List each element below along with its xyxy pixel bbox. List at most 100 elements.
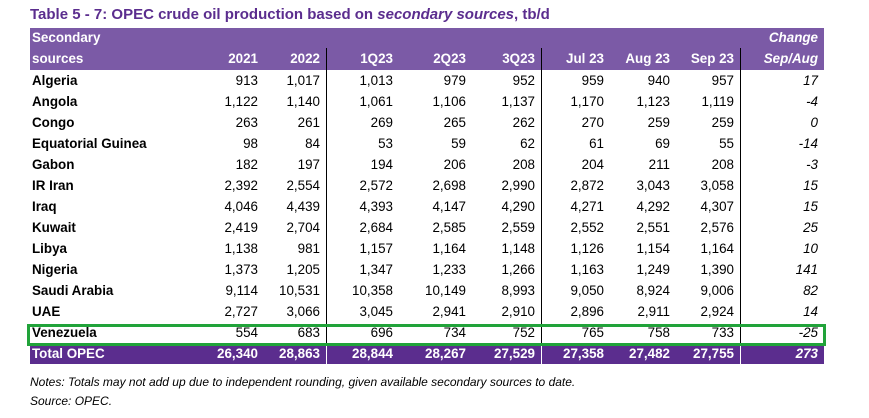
production-value: 55 [676,133,741,154]
source-text: Source: OPEC. [30,394,113,408]
change-value: 15 [803,178,818,193]
header-change-line2: Sep/Aug [763,51,818,66]
header-row-2: sources 2021 2022 1Q23 2Q23 3Q23 Jul 23 … [30,48,824,70]
production-value: 981 [264,238,327,259]
production-value: 696 [370,325,393,340]
total-row: Total OPEC 26,340 28,863 28,844 28,267 2… [30,343,824,364]
total-value: 28,844 [352,346,393,361]
production-value: 1,123 [636,94,670,109]
change-value: -14 [798,136,818,151]
table-row: Kuwait 2,419 2,704 2,684 2,585 2,559 2,552 2,55… [30,217,824,238]
total-value: 27,358 [563,346,604,361]
production-value: 53 [378,136,393,151]
table-row: Equatorial Guinea 98 84 53 59 62 61 69 55 -14 [30,133,824,154]
production-value: 2,941 [432,304,466,319]
header-period: Sep 23 [676,48,741,70]
production-value: 2,896 [570,304,604,319]
production-value: 1,013 [359,73,393,88]
production-value: 1,249 [636,262,670,277]
production-value: 2,585 [432,220,466,235]
production-value: 554 [235,325,258,340]
production-value: 2,910 [472,301,542,322]
venezuela-highlight-box [27,324,826,346]
production-value: 752 [472,322,542,343]
title-suffix: , tb/d [514,6,550,23]
production-value: 194 [370,157,393,172]
change-value: -25 [798,325,818,340]
production-value: 2,704 [264,217,327,238]
production-value: 1,106 [432,94,466,109]
production-value: 4,290 [472,196,542,217]
production-value: 10,149 [425,283,466,298]
table-row: Gabon 182 197 194 206 208 204 211 208 -3 [30,154,824,175]
production-value: 2,392 [224,178,258,193]
country-name: Iraq [32,199,57,214]
production-value: 259 [647,115,670,130]
header-period: 2022 [264,48,327,70]
production-value: 206 [443,157,466,172]
production-value: 9,050 [570,283,604,298]
production-value: 2,698 [432,178,466,193]
header-sources-line2: sources [32,51,84,66]
production-value: 2,727 [224,304,258,319]
production-value: 683 [264,322,327,343]
table-row: Congo 263 261 269 265 262 270 259 259 0 [30,112,824,133]
production-value: 3,058 [676,175,741,196]
production-value: 59 [451,136,466,151]
production-value: 4,271 [570,199,604,214]
production-value: 4,046 [224,199,258,214]
production-value: 261 [264,112,327,133]
production-value: 208 [676,154,741,175]
table-row: Angola 1,122 1,140 1,061 1,106 1,137 1,170 1,12… [30,91,824,112]
table-row: UAE 2,727 3,066 3,045 2,941 2,910 2,896 2,911 2,… [30,301,824,322]
total-value: 28,863 [264,343,327,364]
table-row: Libya 1,138 981 1,157 1,164 1,148 1,126 1,154 1,… [30,238,824,259]
production-value: 8,993 [472,280,542,301]
table-row: Algeria 913 1,017 1,013 979 952 959 940 957 17 [30,70,824,91]
production-value: 4,307 [676,196,741,217]
production-value: 69 [655,136,670,151]
change-value: -4 [806,94,818,109]
production-value: 959 [581,73,604,88]
production-value: 1,122 [224,94,258,109]
production-value: 2,551 [636,220,670,235]
production-value: 1,205 [264,259,327,280]
production-value: 2,684 [359,220,393,235]
header-spacer [180,28,264,48]
country-name: Algeria [32,73,78,88]
production-value: 1,138 [224,241,258,256]
production-value: 940 [647,73,670,88]
title-prefix: Table 5 - 7: OPEC crude oil production b… [30,6,378,23]
country-name: Saudi Arabia [32,283,114,298]
notes-text: Notes: Totals may not add up due to inde… [30,375,576,389]
production-value: 84 [264,133,327,154]
production-value: 4,393 [359,199,393,214]
production-value: 765 [581,325,604,340]
production-value: 262 [472,112,542,133]
country-name: Gabon [32,157,75,172]
production-value: 62 [472,133,542,154]
total-value: 28,267 [425,346,466,361]
production-value: 3,045 [359,304,393,319]
production-value: 2,554 [264,175,327,196]
change-value: -3 [806,157,818,172]
country-name: Kuwait [32,220,76,235]
production-value: 1,266 [472,259,542,280]
production-value: 1,157 [359,241,393,256]
table-row: Nigeria 1,373 1,205 1,347 1,233 1,266 1,163 1,2… [30,259,824,280]
production-value: 263 [235,115,258,130]
production-value: 758 [647,325,670,340]
production-value: 61 [589,136,604,151]
production-value: 1,137 [472,91,542,112]
production-value: 1,390 [676,259,741,280]
production-value: 208 [472,154,542,175]
production-value: 2,576 [676,217,741,238]
table-title: Table 5 - 7: OPEC crude oil production b… [30,4,550,26]
country-name: Angola [32,94,78,109]
production-value: 1,017 [264,70,327,91]
production-value: 733 [676,322,741,343]
header-period: 1Q23 [360,51,393,66]
country-name: Equatorial Guinea [32,136,147,151]
production-value: 10,358 [352,283,393,298]
production-value: 4,439 [264,196,327,217]
